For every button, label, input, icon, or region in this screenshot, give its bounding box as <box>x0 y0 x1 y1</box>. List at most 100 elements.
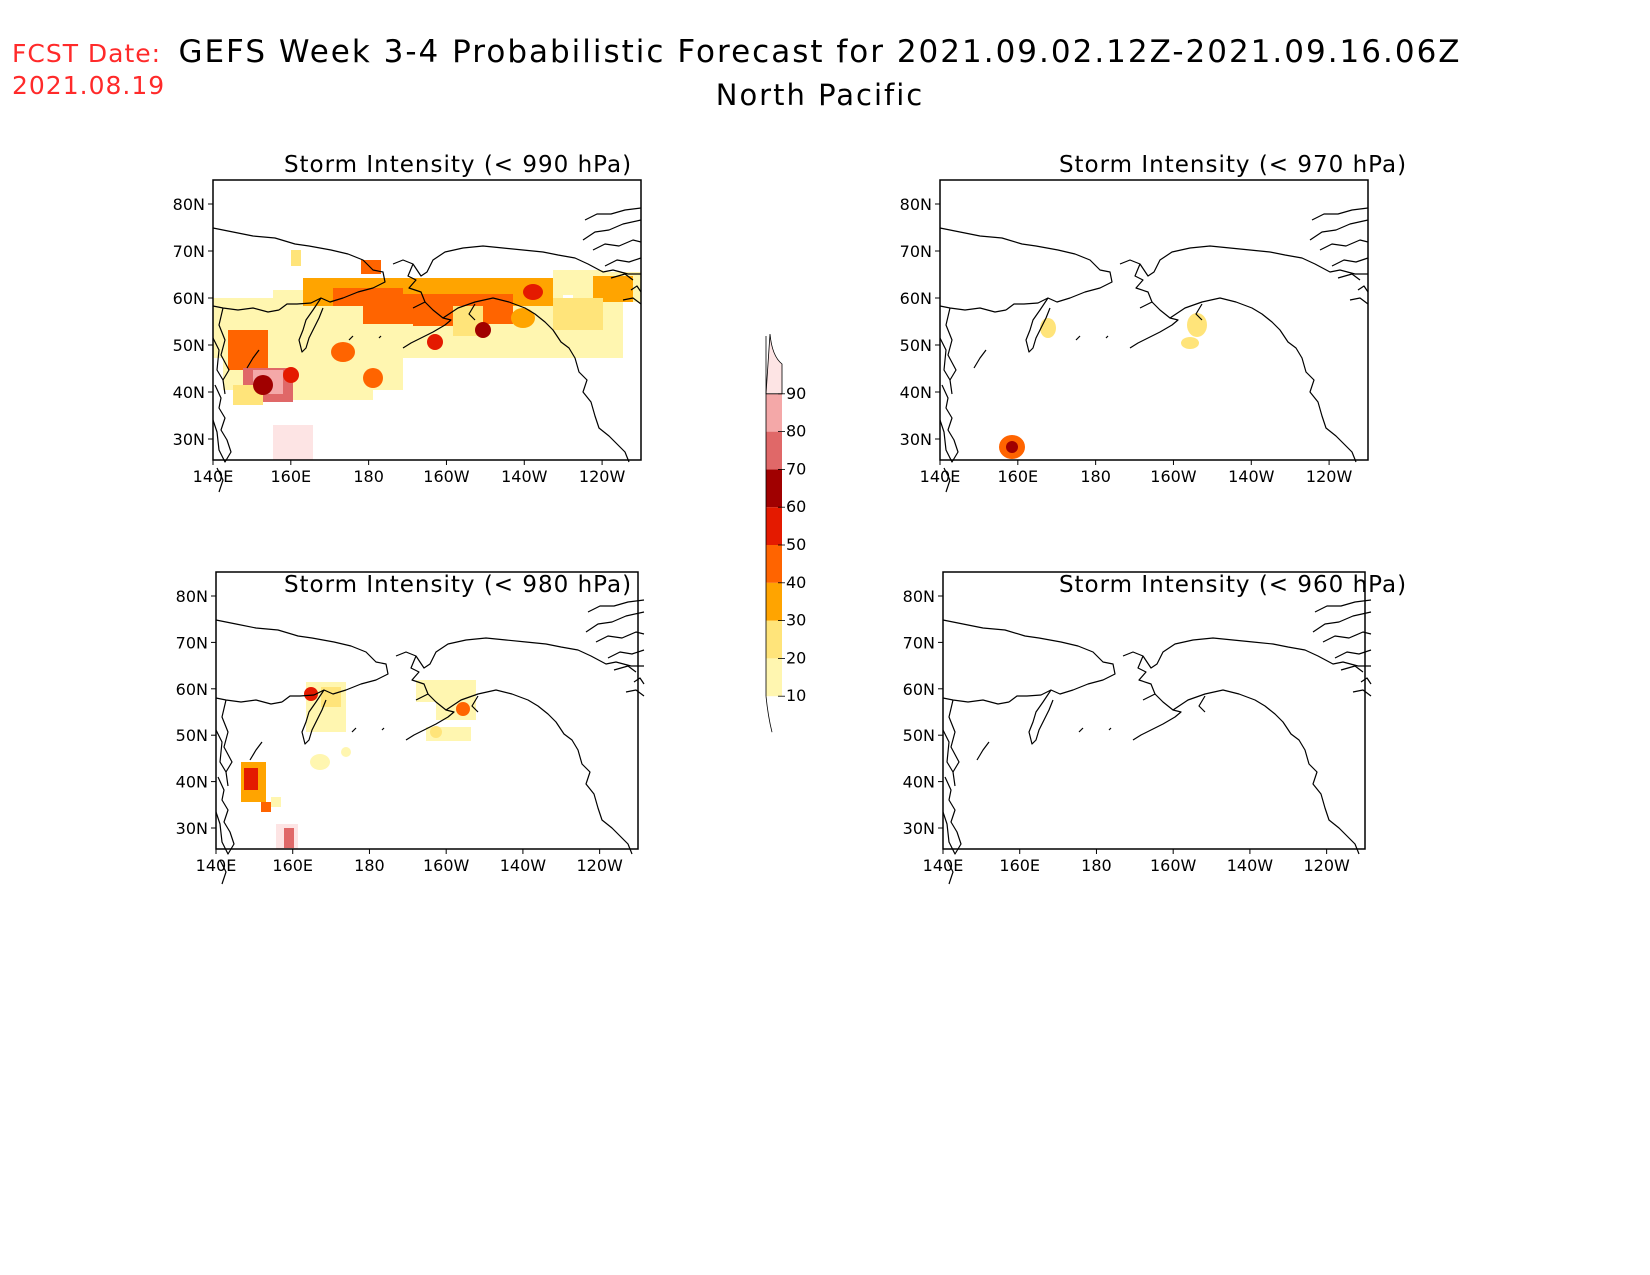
x-tick-label: 140E <box>193 467 234 486</box>
probability-cell <box>228 330 268 370</box>
probability-cell <box>341 747 351 757</box>
probability-fill-970 <box>999 313 1207 459</box>
panel-title-990: Storm Intensity (< 990 hPa) <box>283 152 633 178</box>
forecast-date-value: 2021.08.19 <box>12 71 166 100</box>
colorbar-cell <box>766 431 782 470</box>
probability-cell <box>304 687 318 701</box>
y-tick-label: 60N <box>900 289 932 308</box>
probability-cell <box>291 250 301 266</box>
probability-cell <box>244 768 258 790</box>
x-tick-label: 160W <box>423 467 470 486</box>
probability-cell <box>553 298 603 330</box>
colorbar-cell <box>766 507 782 545</box>
x-tick-label: 140W <box>1227 856 1274 875</box>
map-panel-980 <box>215 571 645 885</box>
probability-cell <box>456 702 470 716</box>
colorbar-label: 60 <box>786 497 806 516</box>
x-tick-label: 120W <box>1306 467 1353 486</box>
forecast-date-block: FCST Date: 2021.08.19 <box>12 38 165 102</box>
probability-cell <box>310 754 330 770</box>
colorbar-cell <box>765 333 783 395</box>
x-tick-label: 160E <box>999 856 1040 875</box>
colorbar: 10 20 30 40 50 60 70 80 90 <box>765 333 806 733</box>
y-tick-label: 60N <box>903 680 935 699</box>
probability-cell <box>416 680 476 702</box>
y-tick-label: 70N <box>173 242 205 261</box>
y-tick-label: 80N <box>176 587 208 606</box>
colorbar-label: 20 <box>786 648 806 667</box>
probability-cell <box>321 687 341 707</box>
x-tick-label: 140E <box>923 856 964 875</box>
colorbar-label: 80 <box>786 422 806 441</box>
colorbar-label: 40 <box>786 573 806 592</box>
page-title: GEFS Week 3-4 Probabilistic Forecast for… <box>178 34 1462 70</box>
x-tick-label: 180 <box>354 856 385 875</box>
y-tick-label: 30N <box>176 819 208 838</box>
colorbar-cell <box>766 469 782 508</box>
probability-cell <box>1181 337 1199 349</box>
y-tick-label: 30N <box>173 430 205 449</box>
y-tick-label: 50N <box>176 726 208 745</box>
probability-cell <box>261 802 271 812</box>
x-tick-label: 160W <box>1150 856 1197 875</box>
x-tick-label: 140E <box>920 467 961 486</box>
x-tick-label: 180 <box>353 467 384 486</box>
colorbar-cell <box>766 582 782 621</box>
map-panel-990 <box>212 179 642 493</box>
y-tick-label: 50N <box>173 336 205 355</box>
probability-cell <box>333 288 403 306</box>
probability-cell <box>1006 441 1018 453</box>
y-tick-label: 40N <box>900 383 932 402</box>
panel-title-970: Storm Intensity (< 970 hPa) <box>1058 152 1408 178</box>
panel-title-980: Storm Intensity (< 980 hPa) <box>283 572 633 598</box>
x-tick-label: 160E <box>272 856 313 875</box>
colorbar-label: 10 <box>786 686 806 705</box>
page-subtitle: North Pacific <box>715 78 925 112</box>
probability-cell <box>523 284 543 300</box>
probability-cell <box>363 368 383 388</box>
probability-cell <box>361 260 381 274</box>
panel-title-960: Storm Intensity (< 960 hPa) <box>1058 572 1408 598</box>
colorbar-label: 50 <box>786 535 806 554</box>
map-panel-970 <box>939 179 1369 493</box>
y-tick-label: 70N <box>176 633 208 652</box>
x-tick-label: 120W <box>576 856 623 875</box>
colorbar-label: 70 <box>786 459 806 478</box>
y-tick-label: 40N <box>903 773 935 792</box>
y-tick-label: 40N <box>173 383 205 402</box>
x-tick-label: 180 <box>1080 467 1111 486</box>
y-tick-label: 50N <box>900 336 932 355</box>
x-tick-label: 120W <box>1303 856 1350 875</box>
x-tick-label: 120W <box>579 467 626 486</box>
y-tick-label: 50N <box>903 726 935 745</box>
probability-cell <box>1040 318 1056 338</box>
x-tick-label: 140W <box>1228 467 1275 486</box>
axis-tick-labels: 140E 160E 180 160W 140W 120W 80N 70N 60N 50N 40N 30… <box>173 195 1353 875</box>
x-tick-label: 180 <box>1081 856 1112 875</box>
probability-cell <box>331 342 355 362</box>
probability-cell <box>273 425 313 460</box>
y-tick-label: 70N <box>900 242 932 261</box>
colorbar-cell <box>766 545 782 583</box>
probability-fill-980 <box>241 680 476 849</box>
x-tick-label: 160W <box>423 856 470 875</box>
colorbar-cell <box>766 393 782 432</box>
probability-cell <box>511 308 535 328</box>
probability-cell <box>283 367 299 383</box>
colorbar-label: 90 <box>786 384 806 403</box>
x-tick-label: 140W <box>501 467 548 486</box>
probability-cell <box>284 828 294 848</box>
y-tick-label: 80N <box>900 195 932 214</box>
y-tick-label: 80N <box>173 195 205 214</box>
y-tick-label: 80N <box>903 587 935 606</box>
x-tick-label: 160E <box>270 467 311 486</box>
colorbar-label: 30 <box>786 611 806 630</box>
probability-cell <box>271 797 281 807</box>
y-tick-label: 70N <box>903 633 935 652</box>
colorbar-cell <box>766 658 782 697</box>
x-tick-label: 140E <box>196 856 237 875</box>
y-tick-label: 60N <box>173 289 205 308</box>
probability-cell <box>427 334 443 350</box>
probability-cell <box>253 375 273 395</box>
colorbar-cell <box>766 620 782 659</box>
